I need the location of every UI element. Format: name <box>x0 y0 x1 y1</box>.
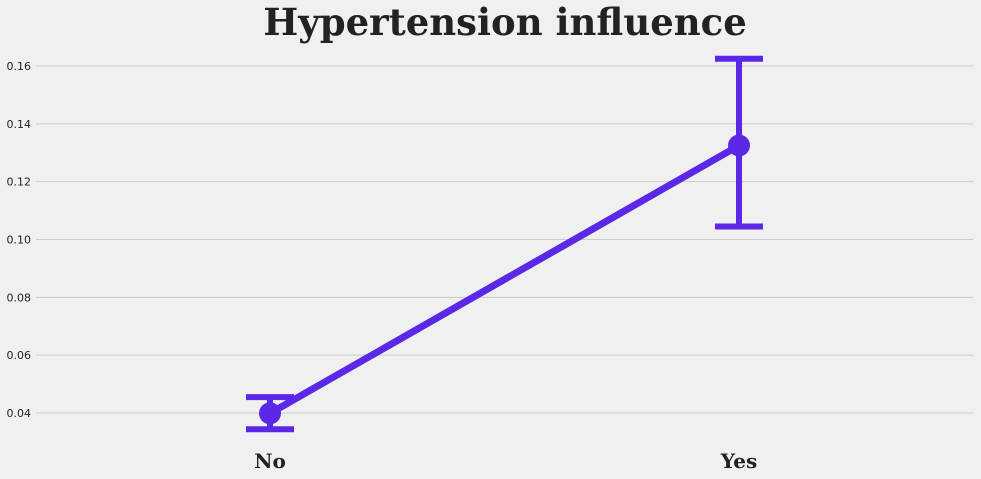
series <box>246 55 763 433</box>
y-tick-label: 0.04 <box>7 407 32 420</box>
y-tick-label: 0.12 <box>7 176 32 189</box>
y-tick-label: 0.14 <box>7 118 32 131</box>
y-tick-label: 0.08 <box>7 291 32 304</box>
data-point <box>728 134 750 157</box>
x-tick-label: No <box>254 449 286 473</box>
y-tick-label: 0.10 <box>7 234 32 247</box>
x-axis-ticks: No Yes <box>254 449 757 473</box>
x-tick-label: Yes <box>720 449 758 473</box>
chart-title: Hypertension influence <box>263 0 747 44</box>
y-tick-label: 0.16 <box>7 60 32 73</box>
series-line <box>266 142 743 417</box>
y-tick-label: 0.06 <box>7 349 32 362</box>
data-point <box>259 402 281 425</box>
gridlines <box>36 65 973 414</box>
y-axis-ticks: 0.04 0.06 0.08 0.10 0.12 0.14 0.16 <box>7 60 32 420</box>
